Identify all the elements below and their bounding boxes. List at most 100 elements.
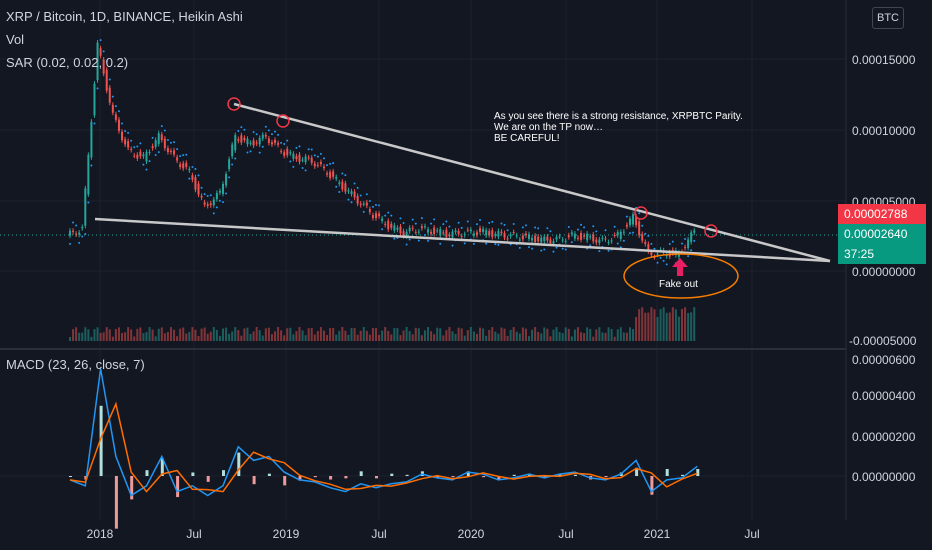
candle-body — [586, 233, 589, 241]
candle-body — [286, 148, 289, 155]
candle-body — [301, 159, 304, 161]
macd-histogram-bar — [191, 472, 195, 476]
candle-body — [644, 241, 647, 244]
sar-dot — [261, 145, 264, 148]
volume-bar — [121, 333, 124, 341]
volume-bar — [589, 328, 592, 341]
volume-bar — [628, 327, 631, 341]
candle-body — [433, 227, 436, 234]
volume-bar — [93, 329, 96, 341]
sar-dot — [130, 139, 133, 142]
fake-out-label[interactable]: Fake out — [659, 279, 698, 290]
candle-body — [469, 229, 472, 232]
macd-histogram-bar — [359, 471, 363, 476]
time-tick: Jul — [558, 527, 574, 541]
candle-body — [549, 239, 552, 244]
sar-dot — [665, 263, 668, 266]
candle-body — [509, 234, 512, 237]
volume-bar — [668, 312, 671, 341]
candle-body — [537, 236, 540, 242]
annotation-note[interactable]: As you see there is a strong resistance,… — [494, 111, 743, 144]
volume-bar — [329, 328, 332, 341]
candle-body — [485, 230, 488, 236]
volume-bar — [375, 328, 377, 341]
candle-body — [341, 181, 344, 190]
sar-dot — [687, 255, 690, 258]
symbol-title[interactable]: XRP / Bitcoin, 1D, BINANCE, Heikin Ashi — [6, 9, 243, 24]
macd-histogram-bar — [222, 470, 225, 476]
candle-body — [650, 252, 653, 256]
candle-body — [543, 236, 546, 242]
sar-dot — [580, 223, 583, 226]
volume-bar — [267, 327, 270, 341]
volume-bar — [613, 336, 616, 341]
volume-bar — [641, 307, 644, 341]
sar-dot — [99, 39, 102, 42]
volume-bar — [543, 327, 546, 341]
sar-dot — [90, 164, 93, 167]
vol-indicator-label[interactable]: Vol — [6, 32, 25, 47]
sar-dot — [206, 195, 209, 198]
touch-circle-marker — [227, 97, 241, 111]
sar-dot — [234, 157, 237, 160]
candle-body — [136, 154, 139, 159]
candle-body — [506, 238, 509, 240]
candle-body — [127, 141, 130, 148]
volume-bar — [368, 334, 371, 341]
trendline-drawings[interactable] — [94, 97, 831, 299]
candle-body — [561, 239, 564, 241]
volume-bar — [225, 327, 228, 341]
sar-dot — [439, 242, 442, 245]
candle-body — [378, 213, 381, 217]
macd-histogram-bar — [573, 474, 577, 476]
volume-bar — [188, 331, 191, 341]
candle-body — [420, 226, 423, 229]
volume-bar — [466, 330, 469, 341]
volume-bar — [610, 329, 613, 341]
macd-histogram-bar — [482, 476, 486, 478]
macd-indicator-label[interactable]: MACD (23, 26, close, 7) — [6, 357, 145, 372]
sar-dot — [356, 186, 359, 189]
sar-dot — [555, 246, 558, 249]
volume-bar — [561, 333, 564, 341]
macd-histogram-bar — [512, 474, 516, 476]
sar-dot — [497, 243, 500, 246]
sar-dot — [114, 105, 117, 108]
candle-body — [84, 188, 87, 226]
volume-bar — [558, 332, 561, 341]
volume-bar — [583, 333, 586, 341]
volume-bar — [445, 330, 448, 341]
volume-bar — [304, 335, 307, 341]
sar-dot — [136, 145, 139, 148]
sar-dot — [368, 199, 371, 202]
sar-dot — [163, 129, 166, 132]
volume-bar — [540, 333, 543, 341]
sar-dot — [546, 227, 549, 230]
sar-dot — [225, 192, 228, 195]
sar-dot — [537, 227, 540, 230]
candle-body — [472, 233, 475, 236]
volume-bar — [619, 327, 622, 341]
candle-body — [567, 235, 570, 238]
candle-body — [439, 229, 442, 236]
sar-dot — [607, 249, 610, 252]
sar-dot — [433, 218, 436, 221]
candle-body — [491, 230, 494, 238]
sar-dot — [246, 151, 249, 154]
sar-dot — [127, 131, 130, 134]
candle-body — [638, 221, 641, 236]
sar-dot — [619, 246, 622, 249]
sar-dot — [365, 193, 368, 196]
candle-body — [179, 164, 182, 167]
sar-indicator-label[interactable]: SAR (0.02, 0.02, 0.2) — [6, 55, 129, 70]
sar-dot — [561, 247, 564, 250]
currency-button[interactable]: BTC — [872, 7, 904, 29]
sar-dot — [528, 246, 530, 249]
sar-dot — [93, 122, 96, 125]
sar-dot — [249, 150, 252, 153]
sar-dot — [108, 78, 111, 81]
candle-body — [604, 238, 607, 240]
volume-bar — [231, 331, 234, 341]
candle-body — [252, 140, 255, 146]
